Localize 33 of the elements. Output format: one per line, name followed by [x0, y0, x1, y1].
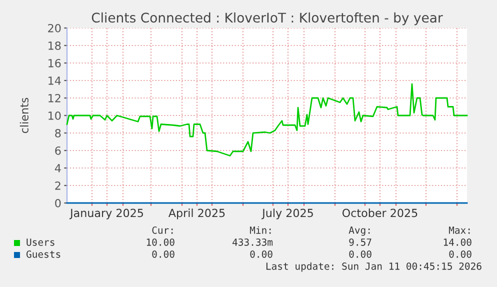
chart-title: Clients Connected : KloverIoT : Klovertoften - by year — [92, 12, 443, 26]
text: 14.00 — [444, 238, 472, 246]
text: Last update: Sun Jan 11 00:45:15 2026 — [266, 262, 482, 272]
y-tick-label: 18 — [48, 41, 61, 50]
legend-label: Guests — [26, 250, 60, 258]
y-tick-label: 8 — [55, 128, 61, 138]
x-tick-label: July 2025 — [262, 208, 313, 220]
text: 9.57 — [349, 238, 372, 246]
text: Cur: — [152, 226, 173, 234]
y-tick-label: 10 — [48, 111, 61, 120]
legend-label: Users — [26, 238, 54, 246]
text: Min: — [250, 226, 271, 234]
text: 0.00 — [250, 250, 272, 258]
text: 0.00 — [349, 250, 372, 258]
x-tick-label: April 2025 — [168, 208, 225, 220]
text: 0.00 — [152, 250, 174, 258]
text: 0.00 — [449, 250, 472, 258]
x-tick-label: October 2025 — [342, 208, 418, 218]
y-tick-label: 20 — [48, 24, 61, 32]
text: Avg: — [348, 226, 370, 236]
y-tick-label: 6 — [55, 146, 61, 155]
y-tick-label: 16 — [48, 58, 61, 68]
text: 433.33m — [232, 238, 273, 246]
x-tick-label: January 2025 — [69, 208, 143, 220]
y-tick-label: 12 — [48, 94, 60, 102]
y-tick-label: 0 — [55, 198, 61, 208]
y-axis-title: clients — [20, 98, 28, 134]
text: 10.00 — [146, 238, 174, 246]
y-tick-label: 14 — [48, 76, 61, 85]
y-tick-label: 4 — [54, 164, 61, 172]
text: Max: — [448, 226, 470, 234]
line-series — [66, 83, 468, 156]
y-tick-label: 2 — [55, 181, 60, 190]
